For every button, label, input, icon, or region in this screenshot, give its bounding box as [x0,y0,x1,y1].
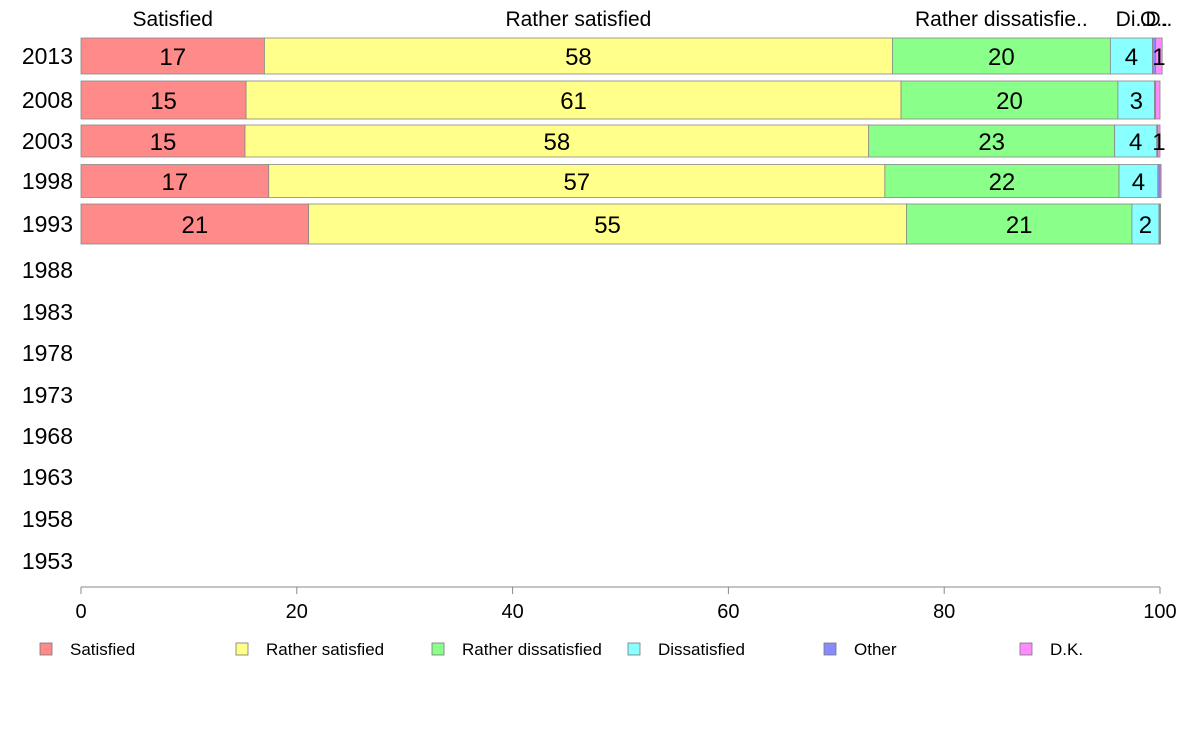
bar-segment [1118,164,1159,198]
legend-swatch [823,642,837,656]
data-label: 23 [978,129,1005,156]
top-label: Di.. [1116,8,1148,31]
legend-label: D.K. [1050,640,1083,659]
y-tick-label: 1958 [22,506,73,532]
top-label: Rather dissatisfie.. [915,8,1088,31]
data-label: 61 [560,88,587,115]
y-tick-label: 1978 [22,340,73,366]
bar-segment [80,203,310,245]
x-tick-label: 20 [286,601,308,623]
bar-segment [1157,124,1161,158]
x-axis: 0 20 40 60 80 100 [75,586,1177,623]
x-tick-label: 80 [933,601,955,623]
bar-segment [1131,203,1160,245]
bar-segment [1117,80,1156,120]
data-label: 15 [150,129,177,156]
legend-label: Dissatisfied [658,640,745,659]
bar-segment [868,124,1116,158]
data-label: 55 [594,212,621,239]
bar-segment [1159,164,1162,198]
bar-segment [1155,80,1161,120]
top-label: D.. [1145,8,1172,31]
bar-segment [884,164,1120,198]
y-tick-label: 1973 [22,382,73,408]
legend-label: Rather satisfied [266,640,384,659]
data-label: 21 [181,212,208,239]
x-tick-label: 40 [501,601,523,623]
y-tick-label: 1993 [22,211,73,237]
y-tick-label: 1963 [22,464,73,490]
legend: Satisfied Rather satisfied Rather dissatis… [39,640,1083,659]
bar-segment [80,124,246,158]
bar-segment [268,164,886,198]
y-tick-label: 1988 [22,257,73,283]
top-category-labels: Satisfied Rather satisfied Rather dissatis… [132,8,1172,31]
data-label: 2 [1139,212,1152,239]
y-tick-label: 1968 [22,423,73,449]
x-tick-label: 100 [1143,601,1176,623]
legend-label: Other [854,640,897,659]
data-label: 58 [543,129,570,156]
x-tick-label: 0 [75,601,86,623]
data-label: 1 [1152,44,1165,71]
data-label: 3 [1130,88,1143,115]
bar-segment [900,80,1119,120]
data-label: 1 [1152,129,1165,156]
y-axis-labels: 2013 2008 2003 1998 1993 1988 1983 1978 1973 1968… [22,43,73,574]
bar-segment [1155,37,1163,75]
data-label: 58 [565,44,592,71]
legend-swatch [39,642,53,656]
y-tick-label: 2013 [22,43,73,69]
legend-label: Rather dissatisfied [462,640,602,659]
data-label: 57 [563,169,590,196]
bar-segment [308,203,907,245]
top-label: Satisfied [132,8,213,31]
top-label: O.. [1140,8,1168,31]
data-label: 20 [988,44,1015,71]
data-label: 17 [162,169,189,196]
data-label: 22 [989,169,1016,196]
bar-segment [1109,37,1153,75]
data-label: 21 [1006,212,1033,239]
y-tick-label: 1953 [22,548,73,574]
y-tick-label: 1983 [22,299,73,325]
bar-segment [1159,203,1161,245]
data-label: 4 [1125,44,1138,71]
bar-segment [892,37,1111,75]
legend-swatch [627,642,641,656]
data-label: 4 [1132,169,1145,196]
y-tick-label: 2003 [22,128,73,154]
top-label: Rather satisfied [505,8,651,31]
data-label: 17 [159,44,186,71]
y-tick-label: 1998 [22,168,73,194]
y-tick-label: 2008 [22,87,73,113]
legend-swatch [431,642,445,656]
bar-segment [244,124,870,158]
bar-segment [80,80,247,120]
x-tick-label: 60 [717,601,739,623]
bar-segment [1114,124,1158,158]
data-label: 20 [996,88,1023,115]
data-label: 15 [150,88,177,115]
bar-segment [245,80,902,120]
data-label: 4 [1129,129,1142,156]
legend-swatch [1019,642,1033,656]
legend-label: Satisfied [70,640,135,659]
legend-swatch [235,642,249,656]
bars-area: 17 58 20 4 115 61 20 315 58 23 4 117 57 22 421 55 21 2 [80,37,1166,245]
bar-segment [80,37,265,75]
bar-segment [80,164,270,198]
